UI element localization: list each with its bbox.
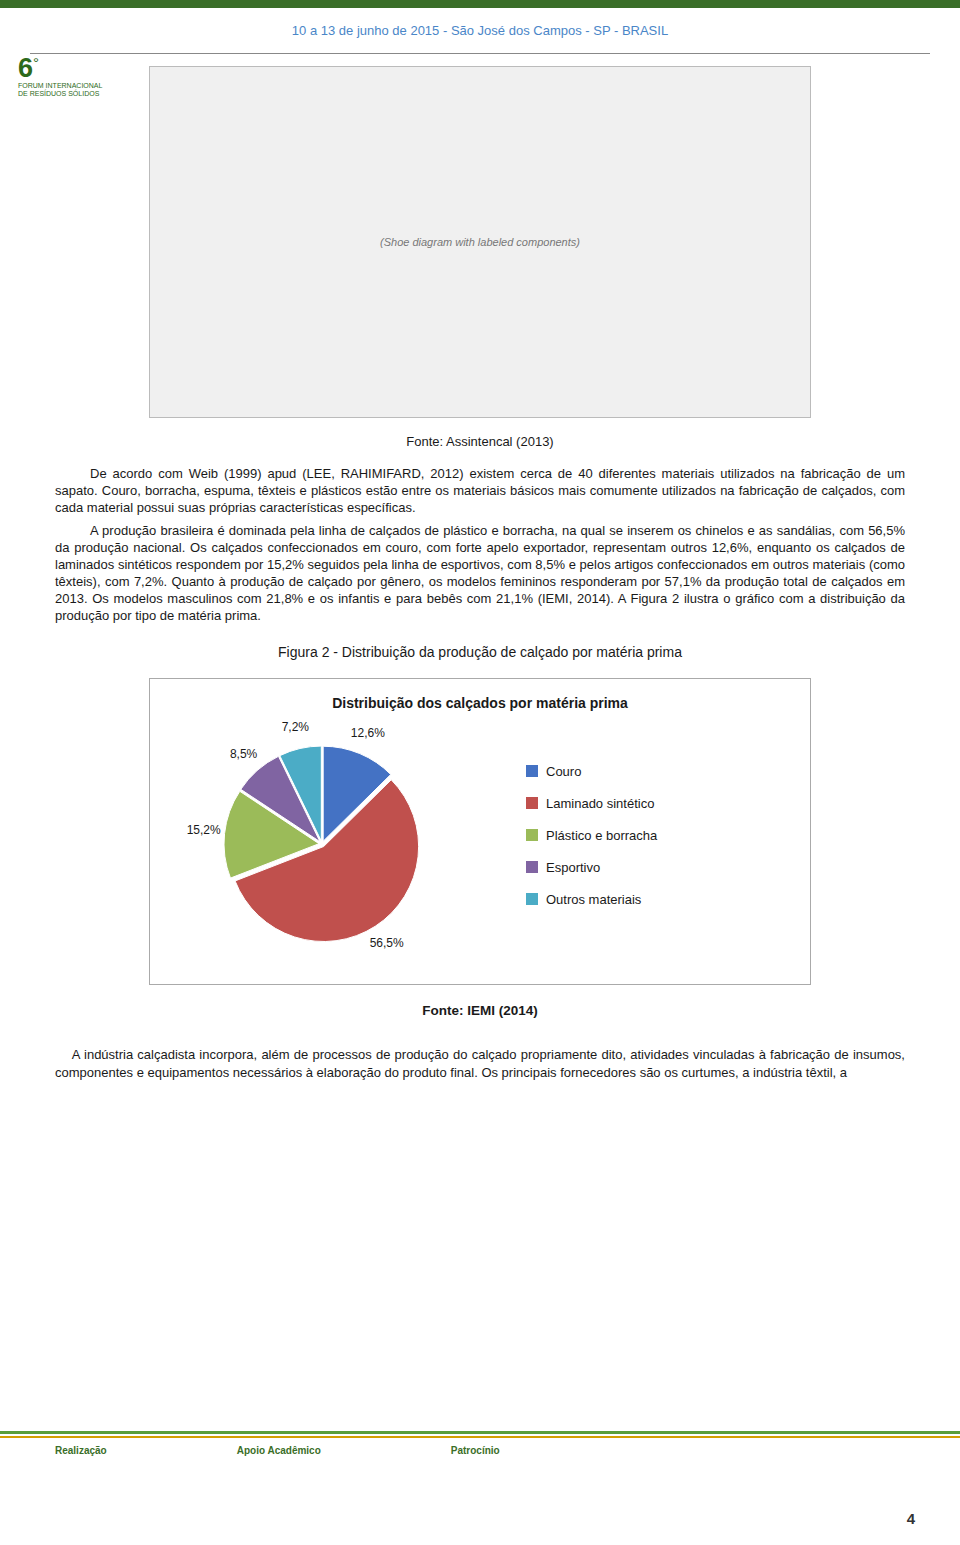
image-source: Fonte: Assintencal (2013) (0, 434, 960, 449)
chart: Distribuição dos calçados por matéria pr… (150, 679, 810, 984)
pie (224, 746, 419, 941)
legend-label: Couro (546, 764, 581, 779)
pie-slice (280, 746, 322, 841)
legend-label: Outros materiais (546, 892, 642, 907)
legend: Couro Laminado sintético Plástico e borrac… (526, 764, 658, 907)
legend-swatch (526, 893, 538, 905)
legend-swatch (526, 861, 538, 873)
legend-swatch (526, 797, 538, 809)
logo-digit: 6 (18, 53, 33, 83)
image-placeholder: (Shoe diagram with labeled components) (380, 236, 580, 248)
chart-title: Distribuição dos calçados por matéria pr… (332, 695, 628, 711)
chart-box: Distribuição dos calçados por matéria pr… (149, 678, 811, 985)
image-box: (Shoe diagram with labeled components) (149, 66, 811, 418)
footer-paragraph: A indústria calçadista incorpora, além d… (55, 1046, 905, 1081)
footer-labels: Realização Apoio Acadêmico Patrocínio (55, 1445, 905, 1456)
page: 10 a 13 de junho de 2015 - São José dos … (0, 0, 960, 1545)
logo-number: 6° (18, 55, 102, 82)
legend-label: Esportivo (546, 860, 600, 875)
logo-degree: ° (33, 54, 39, 71)
figure-caption: Figura 2 - Distribuição da produção de c… (0, 644, 960, 660)
legend-label: Laminado sintético (546, 796, 654, 811)
data-label: 8,5% (230, 747, 258, 761)
footer-label: Patrocínio (451, 1445, 500, 1456)
legend-label: Plástico e borracha (546, 828, 658, 843)
logo: 6°FORUM INTERNACIONALDE RESÍDUOS SÓLIDOS (18, 55, 102, 98)
chart-source: Fonte: IEMI (2014) (0, 1003, 960, 1018)
data-label: 56,5% (370, 936, 404, 950)
body-paragraph: De acordo com Weib (1999) apud (LEE, RAH… (55, 465, 905, 516)
data-label: 7,2% (282, 720, 310, 734)
legend-swatch (526, 765, 538, 777)
data-label: 15,2% (187, 823, 221, 837)
logo-line: FORUM INTERNACIONAL (18, 82, 102, 90)
data-label: 12,6% (351, 726, 385, 740)
legend-swatch (526, 829, 538, 841)
footer-line (0, 1431, 960, 1434)
header-text: 10 a 13 de junho de 2015 - São José dos … (0, 8, 960, 53)
header-line (30, 53, 930, 54)
top-bar (0, 0, 960, 8)
footer-label: Realização (55, 1445, 107, 1456)
footer-line (0, 1436, 960, 1438)
logo-line: DE RESÍDUOS SÓLIDOS (18, 90, 102, 98)
footer-label: Apoio Acadêmico (237, 1445, 321, 1456)
body-paragraph: A produção brasileira é dominada pela li… (55, 522, 905, 624)
page-number: 4 (907, 1510, 915, 1527)
